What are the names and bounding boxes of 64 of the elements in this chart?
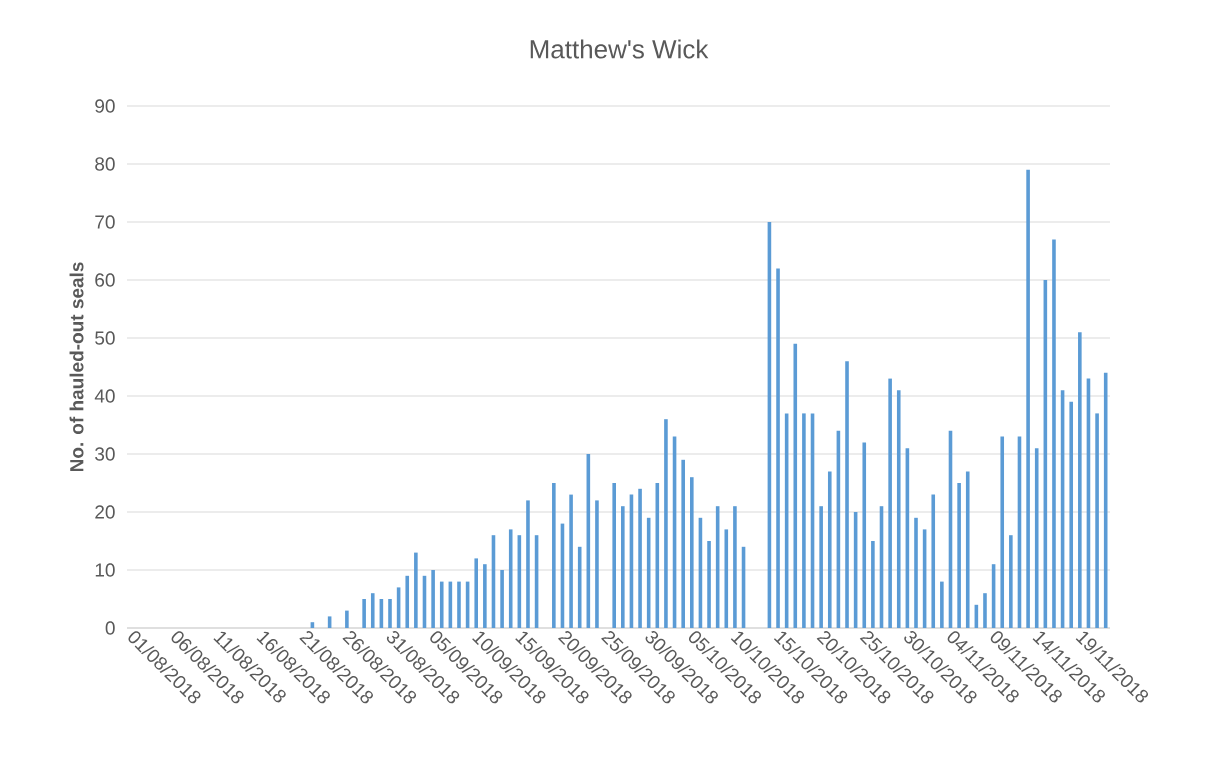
bar [1069, 401, 1074, 628]
bar [724, 529, 729, 628]
bar [957, 483, 961, 628]
bar [621, 506, 625, 628]
bar [802, 413, 806, 628]
y-tick-label: 60 [95, 273, 115, 287]
bar [569, 494, 573, 628]
bar [827, 471, 832, 628]
bar [405, 575, 410, 628]
bar [414, 552, 418, 628]
bar [983, 593, 987, 628]
bar [552, 483, 556, 628]
bar [474, 558, 479, 628]
bar [888, 378, 892, 628]
y-tick-label: 10 [95, 563, 115, 577]
bar [819, 506, 823, 628]
bar [1095, 413, 1099, 628]
y-tick-label: 20 [95, 505, 115, 519]
bar [931, 494, 936, 628]
bar [483, 564, 487, 628]
y-tick-label: 50 [95, 331, 115, 345]
y-tick-label: 70 [95, 215, 115, 229]
bar [595, 500, 599, 628]
bar [370, 593, 375, 628]
bar [664, 419, 668, 628]
bar [776, 268, 780, 628]
bar [1078, 332, 1082, 628]
bar [439, 581, 444, 628]
bar [1103, 372, 1108, 628]
bar [526, 500, 530, 628]
bar [681, 459, 685, 628]
bar [345, 610, 349, 628]
bar [707, 541, 711, 628]
bar [612, 483, 616, 628]
bar [638, 488, 642, 628]
bar [1009, 535, 1013, 628]
bar [388, 599, 392, 628]
y-tick-label: 30 [95, 447, 115, 461]
y-tick-label: 40 [94, 389, 115, 403]
chart-title: Matthew's Wick [530, 39, 709, 59]
y-tick-label: 90 [95, 99, 115, 113]
bar [1052, 239, 1056, 628]
bar [1000, 436, 1005, 628]
bar [940, 581, 944, 628]
bar [577, 546, 582, 628]
bar [871, 541, 875, 628]
bar [457, 581, 461, 628]
bar [690, 477, 694, 628]
bar [362, 599, 366, 628]
y-tick-label: 80 [95, 157, 115, 171]
bar [965, 471, 970, 628]
bar [500, 570, 504, 628]
bar [733, 506, 737, 628]
y-tick-label: 0 [105, 621, 115, 635]
bar [845, 361, 849, 628]
bar [1034, 448, 1039, 628]
bar [914, 517, 918, 628]
bar [1026, 169, 1030, 628]
bar [862, 442, 867, 628]
bar [508, 529, 513, 628]
bar [896, 390, 901, 628]
y-axis-title: No. of hauled-out seals [69, 262, 84, 472]
bar [793, 343, 798, 628]
bar [431, 570, 435, 628]
